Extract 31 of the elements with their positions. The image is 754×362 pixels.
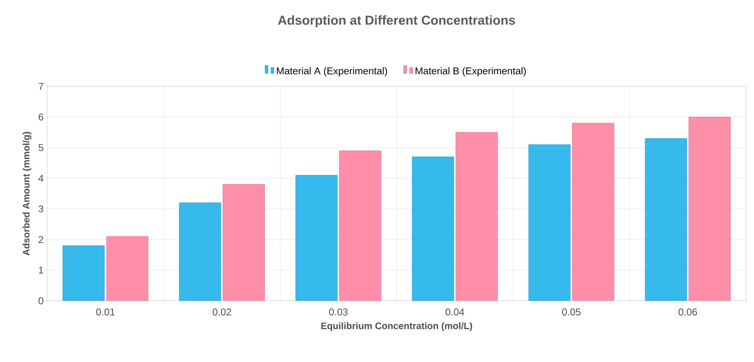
x-tick-label: 0.01 — [96, 308, 115, 316]
bar — [106, 236, 148, 301]
y-tick-label: 7 — [38, 82, 44, 90]
x-tick-label: 0.06 — [678, 308, 698, 316]
bar — [296, 174, 338, 301]
bar — [688, 116, 731, 301]
y-tick-label: 1 — [38, 266, 44, 274]
y-tick-label: 5 — [38, 144, 44, 151]
bar — [572, 122, 614, 301]
bar — [528, 144, 571, 301]
bar — [222, 184, 265, 301]
y-axis-title: Adsorbed Amount (mmol/g) — [22, 132, 32, 256]
y-tick-label: 6 — [38, 113, 44, 120]
legend-label: Material B (Experimental) — [416, 66, 526, 76]
x-axis-title: Equilibrium Concentration (mol/L) — [321, 322, 472, 331]
bar — [644, 138, 688, 301]
x-tick-label: 0.04 — [446, 308, 464, 316]
chart-title: Adsorption at Different Concentrations — [278, 15, 516, 28]
x-tick-label: 0.02 — [212, 308, 232, 316]
bar — [412, 156, 454, 301]
bar — [339, 150, 382, 301]
bar — [62, 245, 105, 301]
y-tick-label: 0 — [38, 297, 44, 304]
x-tick-label: 0.05 — [562, 308, 581, 316]
y-tick-label: 4 — [38, 174, 44, 182]
x-tick-label: 0.03 — [329, 308, 348, 316]
legend-label: Material A (Experimental) — [276, 66, 388, 76]
y-tick-label: 3 — [38, 205, 44, 212]
y-tick-label: 2 — [38, 236, 44, 243]
bar — [456, 132, 498, 301]
bar — [179, 202, 222, 301]
